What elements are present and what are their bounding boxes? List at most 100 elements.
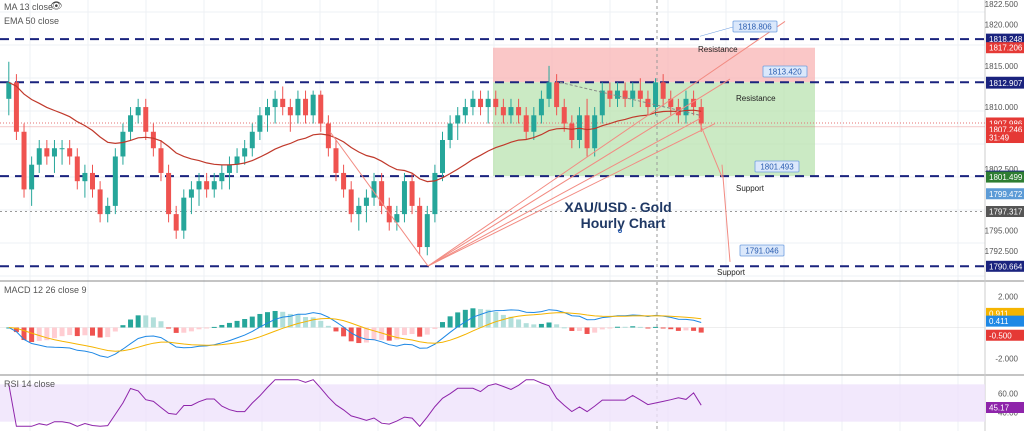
macd-histogram-bar <box>226 322 232 328</box>
candle-body <box>265 107 270 116</box>
price-tag <box>986 33 1024 45</box>
candle-body <box>531 115 537 132</box>
rsi-tag <box>986 402 1024 414</box>
candle-body <box>348 189 354 215</box>
candle-body <box>470 98 476 108</box>
candle-body <box>386 205 392 223</box>
candle-body <box>173 214 179 231</box>
candle-body <box>523 115 529 132</box>
resistance-zone <box>493 47 815 83</box>
macd-histogram-bar <box>493 311 499 328</box>
candle-body <box>181 197 187 231</box>
macd-histogram-bar <box>485 309 491 328</box>
candle-body <box>158 148 164 173</box>
candle-body <box>546 82 552 99</box>
macd-histogram-bar <box>394 327 400 340</box>
macd-histogram-bar <box>128 319 134 328</box>
candle-body <box>462 107 468 116</box>
macd-histogram-bar <box>29 327 35 343</box>
macd-tick: 2.000 <box>998 293 1019 302</box>
macd-histogram-bar <box>371 327 377 340</box>
price-tag-label: 1807.986 <box>989 120 1023 129</box>
macd-histogram-bar <box>204 327 210 329</box>
candle-body <box>257 115 263 132</box>
macd-histogram-bar <box>158 321 164 328</box>
macd-histogram-bar <box>637 326 643 328</box>
chart-title-line1: XAU/USD - Gold <box>564 199 671 215</box>
annotation-1801-box <box>754 160 800 173</box>
macd-histogram-bar <box>21 327 27 341</box>
candle-body <box>188 189 194 198</box>
candle-body <box>44 148 50 157</box>
macd-histogram-bar <box>615 326 620 328</box>
macd-histogram-bar <box>242 319 248 328</box>
candle-body <box>356 205 362 215</box>
candle-body <box>211 181 217 190</box>
rsi-legend: RSI 14 close <box>4 379 56 389</box>
candle-body <box>325 123 331 149</box>
macd-histogram-bar <box>196 327 202 330</box>
price-tag-label: 1817.206 <box>989 44 1023 53</box>
price-tag-label: 1818.248 <box>989 35 1023 44</box>
candle-body <box>493 98 499 108</box>
candle-body <box>653 82 659 108</box>
annotation-1791: 1791.046 <box>745 247 779 256</box>
macd-tag-label: -0.500 <box>989 331 1012 340</box>
rsi-tag-label: 45.17 <box>989 404 1010 413</box>
price-tick: 1810.000 <box>985 103 1019 112</box>
price-tag-label: 1801.499 <box>989 173 1023 182</box>
price-tag <box>986 124 1024 136</box>
candle-body <box>234 156 240 165</box>
annotation-1818: 1818.806 <box>738 23 772 32</box>
candle-body <box>318 94 324 124</box>
price-tick: 1822.500 <box>985 0 1019 9</box>
ma13-legend: MA 13 close <box>4 2 54 12</box>
candle-body <box>143 107 149 132</box>
price-tag-label: 1797.317 <box>989 208 1023 217</box>
price-tag-label: 1807.246 <box>989 126 1023 135</box>
candle-body <box>660 82 666 99</box>
candle-body <box>440 140 445 173</box>
candle-body <box>584 115 590 149</box>
price-tag <box>986 77 1024 89</box>
candle-body <box>74 156 80 182</box>
macd-histogram-bar <box>447 316 453 328</box>
macd-histogram-bar <box>630 326 636 328</box>
candle-body <box>90 172 95 190</box>
projection-line <box>721 164 731 262</box>
candle-body <box>105 205 111 215</box>
price-tick: 1815.000 <box>985 62 1019 71</box>
candle-body <box>226 164 232 173</box>
macd-histogram-bar <box>333 327 339 332</box>
macd-signal-line <box>8 312 702 352</box>
macd-histogram-bar <box>257 313 263 328</box>
candle-body <box>698 107 704 124</box>
macd-histogram-bar <box>424 327 430 335</box>
candle-body <box>615 90 620 99</box>
candle-body <box>36 148 42 165</box>
macd-histogram-bar <box>112 327 118 332</box>
candle-body <box>622 90 628 99</box>
macd-histogram-bar <box>13 327 19 333</box>
price-tag-label: 1799.472 <box>989 190 1023 199</box>
annotation-1813: 1813.420 <box>768 68 802 77</box>
candle-body <box>295 98 301 116</box>
eye-icon[interactable]: 👁 <box>50 1 63 12</box>
rsi-line <box>8 379 702 428</box>
macd-histogram-bar <box>660 327 666 329</box>
candle-body <box>287 107 293 116</box>
macd-tick: -2.000 <box>995 355 1018 364</box>
trend-line <box>329 131 429 267</box>
candle-body <box>196 181 202 190</box>
macd-histogram-bar <box>538 323 544 328</box>
macd-histogram-bar <box>287 313 293 328</box>
candle-body <box>249 131 255 149</box>
candle-body <box>6 82 12 99</box>
macd-histogram-bar <box>51 327 57 339</box>
candle-body <box>51 148 57 157</box>
macd-histogram-bar <box>318 320 324 328</box>
macd-histogram-bar <box>356 327 362 344</box>
candle-body <box>29 164 35 190</box>
candle-body <box>630 90 636 99</box>
